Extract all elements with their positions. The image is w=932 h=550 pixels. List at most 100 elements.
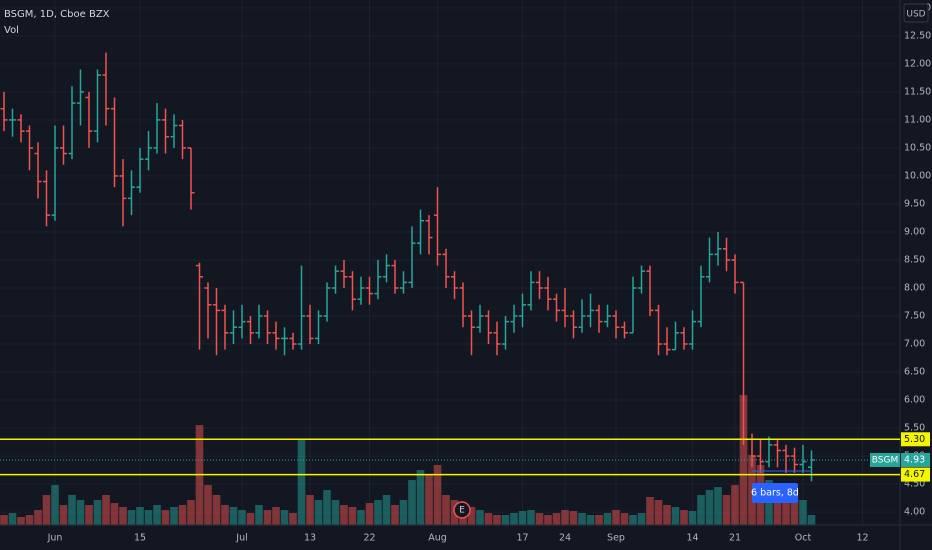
volume-bar xyxy=(153,505,161,525)
volume-bar xyxy=(221,505,229,525)
price-label-box xyxy=(901,432,930,447)
y-tick-label: 5.50 xyxy=(904,423,925,434)
volume-bar xyxy=(238,510,246,525)
volume-bar xyxy=(493,515,501,525)
volume-bar xyxy=(51,485,59,525)
volume-bar xyxy=(391,505,399,525)
volume-bar xyxy=(484,513,493,525)
volume-bar xyxy=(399,500,408,525)
volume-bar xyxy=(68,495,76,525)
event-marker-circle[interactable] xyxy=(453,501,471,519)
volume-bar xyxy=(680,510,688,525)
currency[interactable]: USD xyxy=(906,10,925,20)
volume-bar xyxy=(127,510,136,525)
y-tick-label: 7.00 xyxy=(904,339,925,350)
price-label-box xyxy=(901,467,930,482)
x-tick-label: Jun xyxy=(47,533,63,544)
volume-bar xyxy=(382,495,391,525)
volume-bar xyxy=(637,513,646,525)
volume-bar xyxy=(544,515,552,525)
x-tick-label: Aug xyxy=(428,533,447,544)
volume-bar xyxy=(731,485,739,525)
volume-bar xyxy=(17,517,25,525)
volume-bar xyxy=(212,495,221,525)
volume-bar xyxy=(263,510,272,525)
volume-bar xyxy=(144,510,153,525)
y-tick-label: 12.00 xyxy=(904,58,931,69)
volume-bar xyxy=(578,513,586,525)
volume-bar xyxy=(425,475,433,525)
volume-bar xyxy=(467,507,476,525)
x-tick-label: 12 xyxy=(856,533,868,544)
y-tick-label: 8.00 xyxy=(904,282,925,293)
volume-bar xyxy=(518,511,527,525)
volume-bar xyxy=(102,495,110,525)
volume-bar xyxy=(340,505,348,525)
volume-bar xyxy=(204,485,212,525)
x-tick-label: 17 xyxy=(516,533,528,544)
y-tick-label: 6.00 xyxy=(904,395,925,406)
volume-bar xyxy=(408,480,416,525)
y-tick-label: 6.50 xyxy=(904,367,925,378)
price-label: 5.30 xyxy=(904,434,925,445)
volume-bar xyxy=(705,490,714,525)
volume-bar xyxy=(416,470,425,525)
y-tick-label: 4.00 xyxy=(904,507,925,518)
volume-bar xyxy=(688,511,697,525)
volume-bar xyxy=(620,513,629,525)
volume-bar xyxy=(586,515,595,525)
volume-bar xyxy=(297,440,306,525)
volume-bar xyxy=(229,507,238,525)
symbol-label-box xyxy=(870,453,900,468)
volume-bar xyxy=(527,510,535,525)
volume-bar xyxy=(374,500,382,525)
y-tick-label: 11.50 xyxy=(904,86,931,97)
volume-bar xyxy=(697,495,705,525)
volume-bar xyxy=(671,507,680,525)
x-tick-label: 13 xyxy=(304,533,316,544)
volume-bar xyxy=(552,513,561,525)
volume-bar xyxy=(93,500,102,525)
volume-bar xyxy=(348,507,357,525)
volume-bar xyxy=(76,500,85,525)
volume-bar xyxy=(314,500,323,525)
volume-bar xyxy=(323,490,331,525)
x-tick-label: Oct xyxy=(795,533,812,544)
symbol-title[interactable]: BSGM, 1D, Cboe BZX xyxy=(4,9,110,20)
y-tick-label: 11.00 xyxy=(904,114,931,125)
x-tick-label: 15 xyxy=(134,533,146,544)
volume-bar xyxy=(654,500,663,525)
last-price-label: 4.93 xyxy=(904,455,925,466)
volume-bar xyxy=(8,513,17,525)
volume-bar xyxy=(714,487,722,525)
x-tick-label: 24 xyxy=(559,533,571,544)
y-tick-label: 10.50 xyxy=(904,142,931,153)
x-tick-label: Jul xyxy=(235,533,247,544)
volume-bar xyxy=(782,490,790,525)
volume-bar xyxy=(790,495,799,525)
y-tick-label: 9.50 xyxy=(904,198,925,209)
volume-bar xyxy=(595,515,603,525)
symbol-label: BSGM xyxy=(872,456,898,466)
volume-bar xyxy=(136,507,144,525)
volume-bar xyxy=(535,513,544,525)
volume-bar xyxy=(306,495,314,525)
volume-bar xyxy=(34,510,42,525)
y-tick-label: 7.50 xyxy=(904,311,925,322)
volume-bar xyxy=(476,510,484,525)
annotation-box xyxy=(752,483,798,503)
x-tick-label: 22 xyxy=(363,533,375,544)
volume-title[interactable]: Vol xyxy=(4,25,19,36)
volume-bar xyxy=(357,510,365,525)
volume-bar xyxy=(739,395,748,525)
x-tick-label: 14 xyxy=(686,533,698,544)
x-tick-label: 21 xyxy=(729,533,741,544)
y-tick-label: 4.50 xyxy=(904,479,925,490)
volume-bar xyxy=(569,511,578,525)
volume-bar xyxy=(110,503,119,525)
x-tick-label: Sep xyxy=(607,533,625,544)
currency-box[interactable] xyxy=(903,3,929,23)
last-price-box xyxy=(901,453,930,468)
volume-bar xyxy=(119,507,127,525)
